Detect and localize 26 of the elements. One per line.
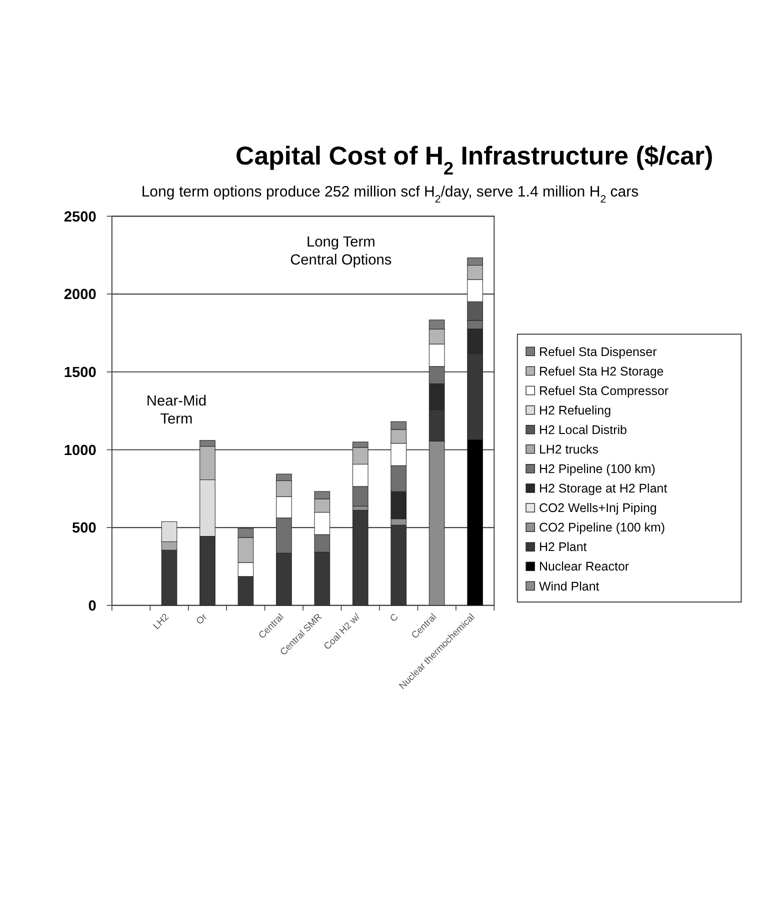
legend-label: Refuel Sta Dispenser <box>538 344 657 359</box>
legend-label: Refuel Sta Compressor <box>538 384 669 398</box>
y-tick-label: 2000 <box>64 287 96 304</box>
y-tick-label: 0 <box>88 598 96 615</box>
legend-label: Nuclear Reactor <box>538 560 630 574</box>
y-tick-label: 500 <box>72 520 96 537</box>
x-tick-label: Or <box>194 612 210 628</box>
chart-title: Capital Cost of H$_{2}$ Infrastructure ($/car) <box>236 142 714 179</box>
y-tick-label: 1000 <box>64 442 96 459</box>
legend-label: H2 Refueling <box>538 403 612 418</box>
legend-label: H2 Storage at H2 Plant <box>538 482 668 496</box>
legend-label: H2 Local Distrib <box>538 422 628 437</box>
annotation: Near-Mid Term <box>146 394 207 428</box>
legend-label: H2 Plant <box>538 540 588 554</box>
legend-label: Refuel Sta H2 Storage <box>538 364 664 378</box>
legend-label: LH2 trucks <box>538 442 599 456</box>
y-tick-label: 1500 <box>64 365 96 382</box>
legend-label: H2 Pipeline (100 km) <box>538 462 656 476</box>
legend-label: Wind Plant <box>538 579 600 594</box>
y-tick-label: 2500 <box>64 209 96 226</box>
legend-label: CO2 Wells+Inj Piping <box>538 501 657 516</box>
x-tick-label: C <box>388 612 401 624</box>
annotation: Long Term Central Options <box>290 234 392 268</box>
x-tick-label: LH2 <box>151 612 172 632</box>
legend-label: CO2 Pipeline (100 km) <box>538 520 666 535</box>
chart-subtitle: Long term options produce 252 million scf H$_{2}$/day, serve 1.4 million H$_{2}$ cars <box>141 183 639 206</box>
